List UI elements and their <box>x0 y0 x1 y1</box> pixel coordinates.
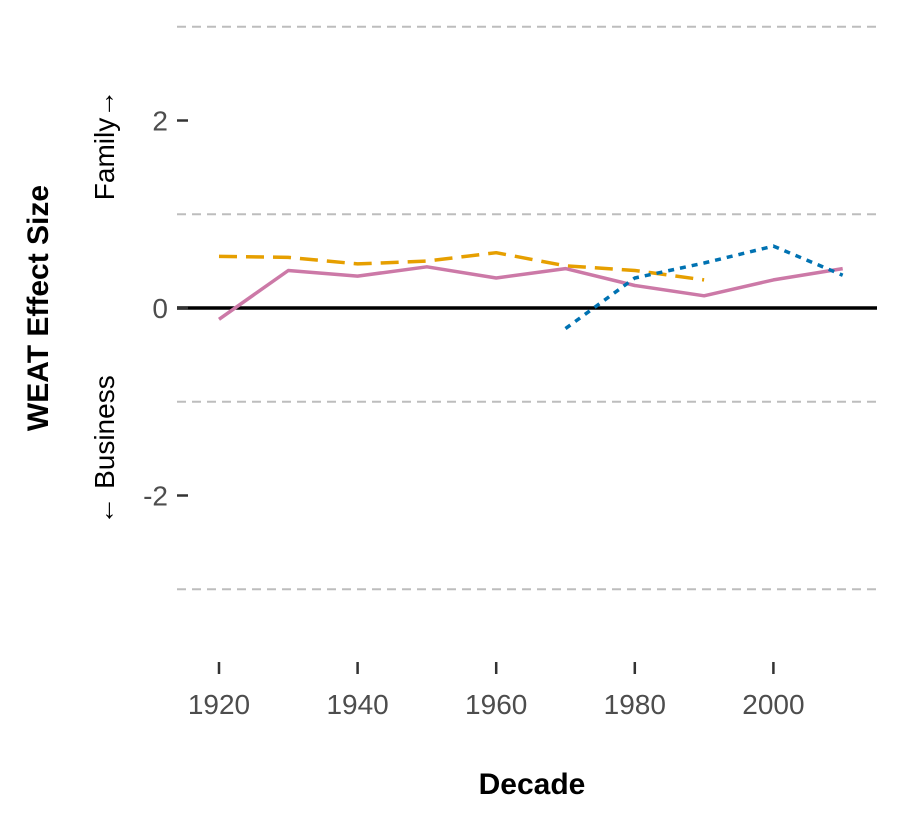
y-tick-label: 0 <box>152 293 168 324</box>
gridlines <box>177 25 877 591</box>
x-axis-title: Decade <box>479 768 586 801</box>
y-tick-label: 2 <box>152 106 168 137</box>
x-tick-label: 1920 <box>188 689 250 720</box>
y-axis-title: WEAT Effect Size <box>22 185 55 431</box>
x-tick-label: 1980 <box>604 689 666 720</box>
x-tick-label: 2000 <box>742 689 804 720</box>
x-axis: 1920 1940 1960 1980 2000 <box>188 662 805 720</box>
y-tick-label: -2 <box>143 481 168 512</box>
y-axis: -2 0 2 <box>143 106 188 512</box>
series-line <box>217 265 843 321</box>
series-lines <box>217 244 844 331</box>
series-line <box>218 250 705 282</box>
y-direction-label-family: Family→ <box>89 90 120 200</box>
y-direction-label-business: ← Business <box>89 375 120 524</box>
x-tick-label: 1960 <box>465 689 527 720</box>
series-line <box>564 244 844 331</box>
x-tick-label: 1940 <box>326 689 388 720</box>
